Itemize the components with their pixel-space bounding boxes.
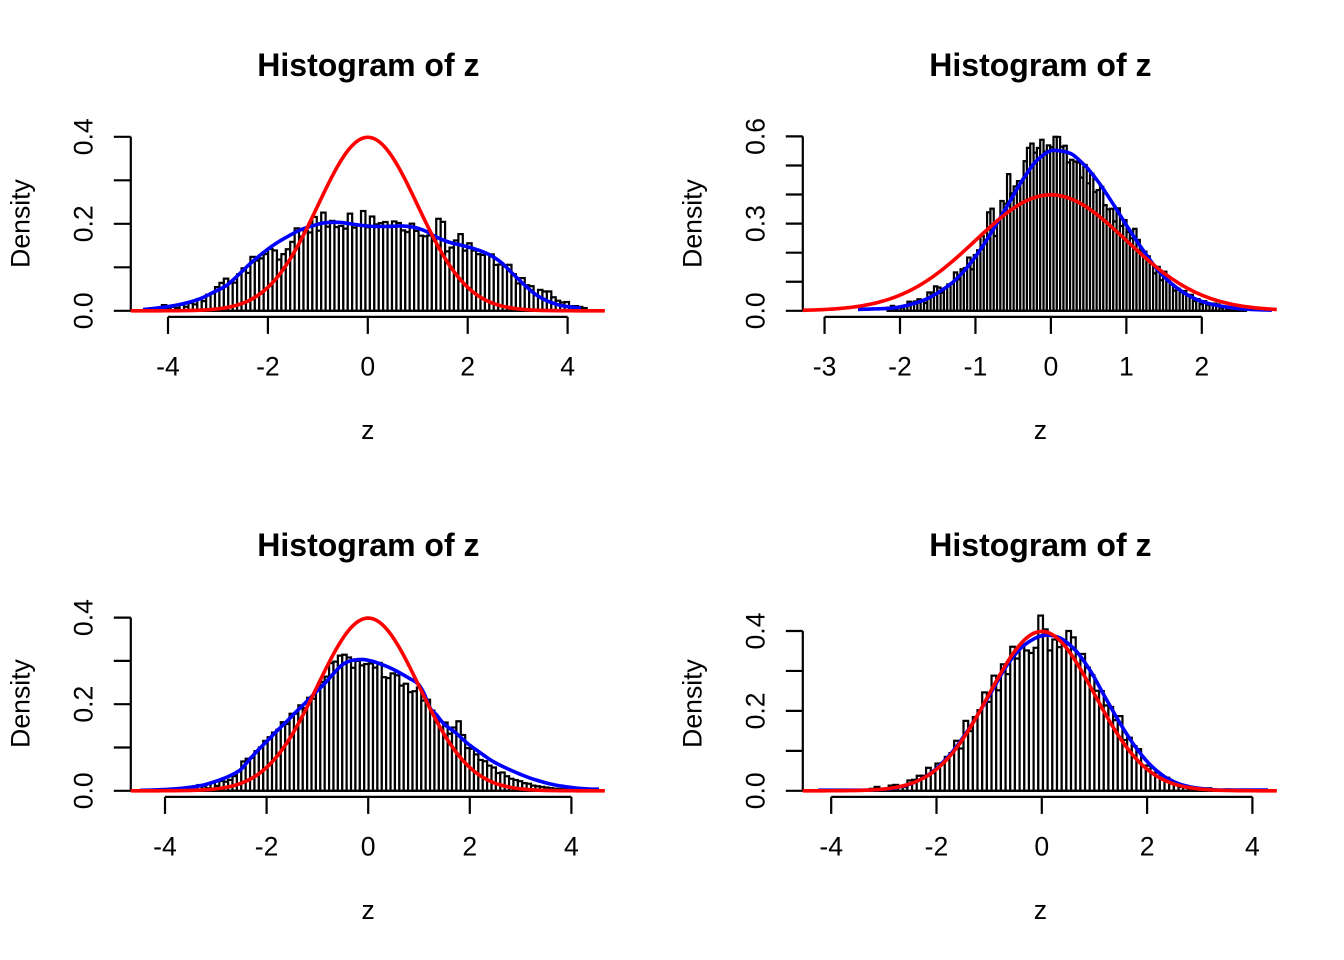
svg-text:0.2: 0.2 [741,692,771,729]
svg-text:-2: -2 [888,352,912,382]
svg-text:-4: -4 [819,832,843,862]
svg-text:z: z [361,415,374,445]
svg-text:0: 0 [360,352,375,382]
svg-text:Histogram of z: Histogram of z [929,47,1151,83]
svg-text:Density: Density [678,658,708,747]
svg-text:-4: -4 [156,352,180,382]
svg-text:-2: -2 [925,832,949,862]
svg-text:0: 0 [1034,832,1049,862]
svg-text:0: 0 [361,832,376,862]
svg-text:4: 4 [1245,832,1260,862]
svg-text:Density: Density [6,178,36,267]
svg-text:z: z [362,895,375,925]
svg-text:4: 4 [564,832,579,862]
svg-text:0.4: 0.4 [741,612,771,649]
svg-text:0.6: 0.6 [741,118,771,155]
svg-text:1: 1 [1119,352,1134,382]
svg-text:0.2: 0.2 [69,686,99,723]
svg-text:z: z [1034,895,1047,925]
svg-text:-3: -3 [813,352,837,382]
svg-text:0.2: 0.2 [69,205,99,242]
svg-text:-2: -2 [255,832,279,862]
svg-text:0.4: 0.4 [69,599,99,636]
svg-text:-4: -4 [153,832,177,862]
svg-text:0.0: 0.0 [69,292,99,329]
svg-text:Histogram of z: Histogram of z [257,47,479,83]
svg-text:0.4: 0.4 [69,118,99,155]
svg-text:-1: -1 [964,352,988,382]
svg-text:0: 0 [1044,352,1059,382]
svg-text:Histogram of z: Histogram of z [257,527,479,563]
svg-text:z: z [1034,415,1047,445]
svg-text:Density: Density [678,178,708,267]
svg-text:Histogram of z: Histogram of z [929,527,1151,563]
svg-text:Density: Density [6,658,36,747]
svg-text:2: 2 [1194,352,1209,382]
svg-text:2: 2 [1140,832,1155,862]
svg-text:-2: -2 [256,352,280,382]
svg-text:0.0: 0.0 [741,292,771,329]
svg-text:4: 4 [560,352,575,382]
svg-text:2: 2 [460,352,475,382]
svg-text:2: 2 [462,832,477,862]
svg-text:0.0: 0.0 [741,772,771,809]
svg-text:0.0: 0.0 [69,772,99,809]
svg-text:0.3: 0.3 [741,205,771,242]
